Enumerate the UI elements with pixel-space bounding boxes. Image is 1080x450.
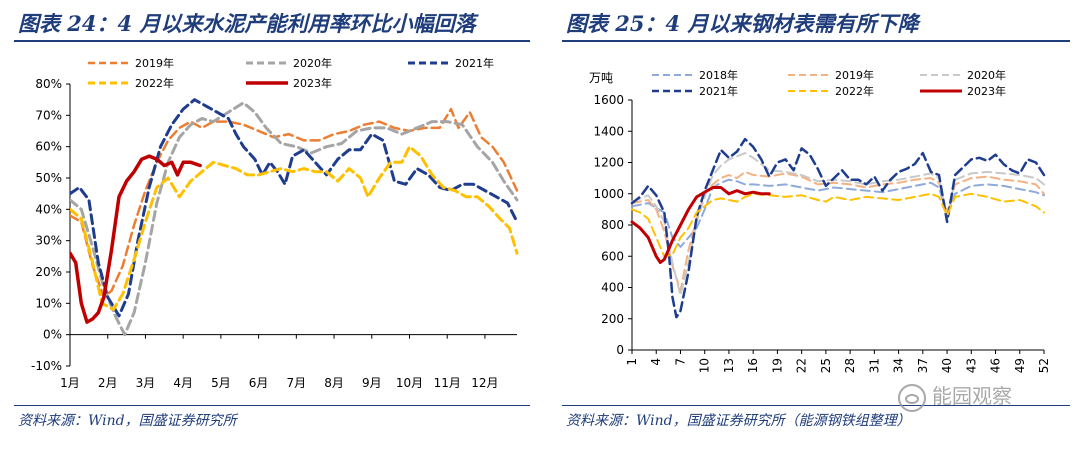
series-line [70,101,519,337]
legend-label: 2021年 [455,56,494,70]
watermark-text: 能园观察 [932,384,1012,408]
title-divider [562,40,1070,42]
title-divider [14,40,530,42]
y-tick-label: 600 [601,249,624,263]
x-tick-label: 31 [867,358,881,373]
series-line [70,107,519,299]
series-line [631,152,1045,297]
x-tick-label: 3月 [136,376,156,390]
source-note: 资料来源：Wind，国盛证券研究所 [18,413,237,429]
steel-demand-line-chart: 万吨 1600 1400 1200 1000 800 600 400 200 01 4 7 10 13 16… [589,68,1051,373]
y-tick-label: 30% [35,234,62,248]
x-tick-label: 25 [819,358,833,373]
legend-label: 2019年 [835,68,874,82]
chart-title: 图表 24：4 月以来水泥产能利用率环比小幅回落 [18,11,476,36]
x-tick-label: 7月 [287,376,307,390]
series-line [70,145,519,312]
x-tick-label: 12月 [471,376,498,390]
legend-label: 2020年 [967,68,1006,82]
x-tick-label: 43 [964,358,978,373]
y-tick-label: 40% [35,202,62,216]
x-tick-label: 52 [1037,358,1051,373]
x-tick-label: 11月 [434,376,461,390]
legend-label: 2022年 [135,76,174,90]
source-note: 资料来源：Wind，国盛证券研究所（能源钢铁组整理） [566,413,911,429]
series-line [631,170,1045,292]
x-tick-label: 1月 [60,376,80,390]
y-tick-label: 1000 [593,187,624,201]
x-tick-label: 10 [698,358,712,373]
y-tick-label: 1200 [593,156,624,170]
y-tick-label: 80% [35,77,62,91]
series-line [631,192,1045,258]
wechat-logo-icon [898,383,926,412]
y-tick-label: 1600 [593,93,624,107]
x-tick-label: 28 [843,358,857,373]
legend-label: 2023年 [293,76,332,90]
x-tick-label: 22 [795,358,809,373]
x-tick-label: 13 [722,358,736,373]
source-divider [14,405,530,406]
y-tick-label: 0% [43,328,62,342]
series-line [630,186,771,264]
x-tick-label: 9月 [362,376,382,390]
x-tick-label: 19 [770,358,784,373]
y-tick-label: 0 [616,343,624,357]
series-line [70,98,519,318]
x-tick-label: 34 [892,358,906,373]
series-line [70,154,202,324]
legend-label: 2020年 [293,56,332,70]
y-tick-label: 800 [601,218,624,232]
x-tick-label: 40 [940,358,954,373]
y-tick-label: 20% [35,265,62,279]
chart-title: 图表 25：4 月以来钢材表需有所下降 [566,11,919,36]
x-tick-label: 8月 [324,376,344,390]
x-tick-label: 5月 [211,376,231,390]
x-tick-label: 6月 [249,376,269,390]
series-line [630,137,1046,319]
legend-label: 2023年 [967,84,1006,98]
legend-label: 2022年 [835,84,874,98]
legend-label: 2021年 [699,84,738,98]
x-tick-label: 49 [1013,358,1027,373]
watermark: 能园观察 [898,380,1012,412]
steel-chart-panel: 图表 25：4 月以来钢材表需有所下降 万吨 1600 1400 1200 1000 80… [548,0,1080,450]
y-tick-label: 1400 [593,124,624,138]
x-tick-label: 10月 [396,376,423,390]
y-tick-label: 60% [35,140,62,154]
x-tick-label: 4月 [173,376,193,390]
y-tick-label: 400 [601,281,624,295]
y-tick-label: 200 [601,312,624,326]
y-tick-label: -10% [31,359,62,373]
x-tick-label: 37 [916,358,930,373]
x-tick-label: 16 [746,358,760,373]
y-tick-label: 70% [35,108,62,122]
legend-label: 2018年 [699,68,738,82]
x-tick-label: 4 [649,358,663,366]
x-tick-label: 7 [673,358,687,366]
x-tick-label: 46 [989,358,1003,373]
y-tick-label: 50% [35,171,62,185]
source-divider [562,405,1070,406]
legend-label: 2019年 [135,56,174,70]
y-tick-label: 10% [35,296,62,310]
cement-chart-panel: 图表 24：4 月以来水泥产能利用率环比小幅回落 80% 70% 60% 50% 40%… [14,11,530,429]
cement-utilization-line-chart: 80% 70% 60% 50% 40% 30% 20% 10% 0% -10% 1月 2月 3月 4月 5月… [31,56,519,390]
x-tick-label: 1 [625,358,639,366]
x-tick-label: 2月 [98,376,118,390]
y-axis-unit: 万吨 [589,71,613,85]
